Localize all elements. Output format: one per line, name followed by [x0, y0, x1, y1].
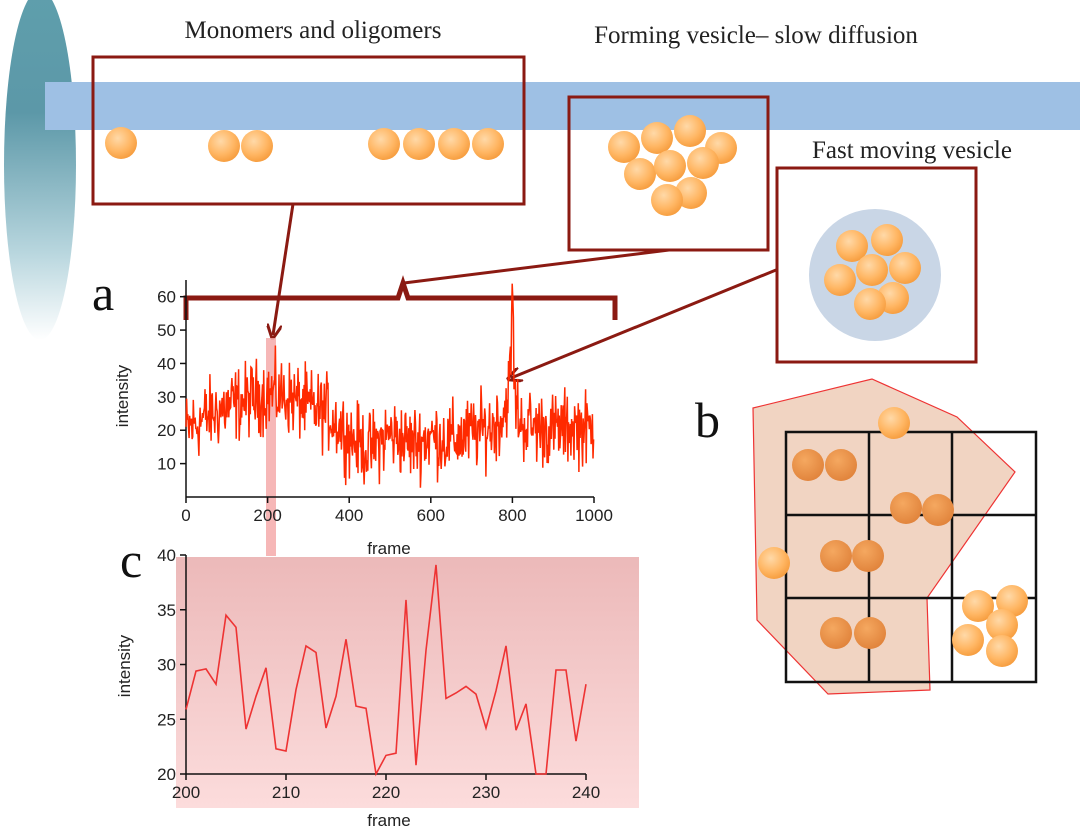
panel-label-a: a: [92, 265, 114, 321]
particle: [854, 617, 886, 649]
label-forming-vesicle: Forming vesicle– slow diffusion: [594, 22, 918, 49]
particle: [852, 540, 884, 572]
arrow-fast-to-spike: [511, 268, 777, 378]
particle: [624, 158, 656, 190]
membrane-band: [45, 82, 1080, 130]
particle: [856, 254, 888, 286]
particle: [403, 128, 435, 160]
chart-c: 200 210 220 230 240 20 25 30 35 40 frame intensit…: [115, 546, 639, 830]
fast-vesicle-particles: [824, 224, 921, 320]
decorative-ellipse: [4, 0, 76, 340]
connector-forming-to-bracket: [403, 248, 670, 285]
particle: [836, 230, 868, 262]
selection-highlight: [266, 338, 276, 556]
grid-diagram: [752, 378, 1038, 695]
forming-vesicle-particles: [608, 115, 737, 216]
panel-label-c: c: [120, 532, 142, 588]
particle: [674, 115, 706, 147]
x-tick-label: 0: [181, 506, 190, 525]
particle: [996, 585, 1028, 617]
particle: [890, 492, 922, 524]
particle: [952, 624, 984, 656]
chart-c-ylabel: intensity: [115, 634, 134, 697]
particle: [854, 288, 886, 320]
y-tick-label: 40: [157, 546, 176, 565]
x-tick-label: 230: [472, 783, 500, 802]
particle: [641, 122, 673, 154]
x-tick-label: 240: [572, 783, 600, 802]
chart-a: 0 200 400 600 800 1000 10 20 30 40 50 60 frame inte…: [113, 280, 613, 558]
particle: [472, 128, 504, 160]
particle: [368, 128, 400, 160]
monomer-particles: [105, 127, 504, 162]
panel-label-b: b: [695, 392, 720, 448]
particle: [654, 150, 686, 182]
particle: [825, 449, 857, 481]
label-monomers: Monomers and oligomers: [185, 17, 442, 44]
chart-a-xlabel: frame: [367, 539, 410, 558]
x-tick-label: 220: [372, 783, 400, 802]
chart-c-series-line: [185, 564, 587, 777]
particle: [824, 264, 856, 296]
y-tick-label: 20: [157, 765, 176, 784]
particle: [820, 540, 852, 572]
particle: [438, 128, 470, 160]
particle: [105, 127, 137, 159]
particle: [608, 131, 640, 163]
x-tick-label: 600: [417, 506, 445, 525]
particle: [758, 547, 790, 579]
y-tick-label: 10: [157, 455, 176, 474]
arrow-monomers-to-trace: [273, 203, 295, 335]
particle: [687, 147, 719, 179]
particle: [889, 252, 921, 284]
y-tick-label: 20: [157, 421, 176, 440]
particle: [962, 590, 994, 622]
particle: [922, 494, 954, 526]
grid-particles: [758, 407, 1028, 667]
fast-vesicle-box: [775, 166, 978, 364]
y-tick-label: 25: [157, 710, 176, 729]
bracket: [183, 275, 618, 320]
chart-a-axes: [185, 280, 594, 498]
y-tick-label: 40: [157, 354, 176, 373]
x-tick-label: 200: [253, 506, 281, 525]
x-tick-label: 400: [335, 506, 363, 525]
chart-a-ylabel: intensity: [113, 364, 132, 427]
x-tick-label: 1000: [575, 506, 613, 525]
particle: [820, 617, 852, 649]
monomers-box: [91, 55, 526, 206]
y-tick-label: 50: [157, 321, 176, 340]
particle: [241, 130, 273, 162]
particle: [792, 449, 824, 481]
y-tick-label: 35: [157, 601, 176, 620]
particle: [208, 130, 240, 162]
chart-a-series-line: [185, 283, 595, 488]
x-tick-label: 800: [498, 506, 526, 525]
x-tick-label: 200: [172, 783, 200, 802]
y-tick-label: 60: [157, 288, 176, 307]
particle: [986, 635, 1018, 667]
label-fast-vesicle: Fast moving vesicle: [812, 137, 1012, 164]
chart-c-ticks: 200 210 220 230 240 20 25 30 35 40: [157, 546, 600, 802]
particle: [986, 609, 1018, 641]
chart-a-ticks: 0 200 400 600 800 1000 10 20 30 40 50 60: [157, 288, 613, 525]
chart-c-xlabel: frame: [367, 811, 410, 830]
particle: [675, 177, 707, 209]
particle: [871, 224, 903, 256]
chart-c-background: [176, 557, 639, 808]
y-tick-label: 30: [157, 388, 176, 407]
x-tick-label: 210: [272, 783, 300, 802]
y-tick-label: 30: [157, 656, 176, 675]
particle: [651, 184, 683, 216]
particle: [878, 407, 910, 439]
